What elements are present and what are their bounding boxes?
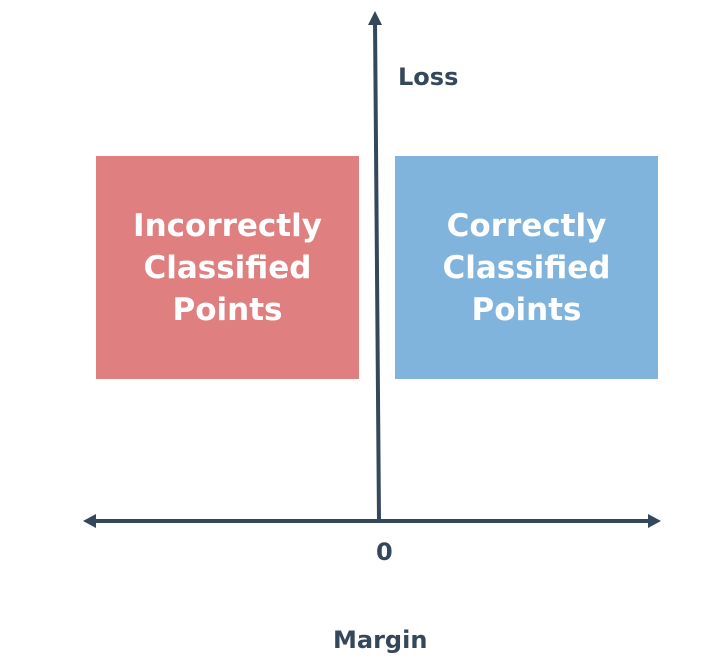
incorrectly-classified-box: Incorrectly Classified Points <box>96 156 359 379</box>
correctly-classified-box: Correctly Classified Points <box>395 156 658 379</box>
x-axis-label: Margin <box>333 626 428 654</box>
correctly-classified-label: Correctly Classified Points <box>442 207 611 328</box>
y-axis-line <box>373 18 381 523</box>
y-axis-arrowhead <box>368 11 382 25</box>
x-axis-left-arrowhead <box>83 514 96 528</box>
x-axis-right-arrowhead <box>648 514 661 528</box>
incorrectly-classified-label: Incorrectly Classified Points <box>133 207 322 328</box>
y-axis-label: Loss <box>398 63 459 91</box>
origin-label: 0 <box>376 538 393 566</box>
